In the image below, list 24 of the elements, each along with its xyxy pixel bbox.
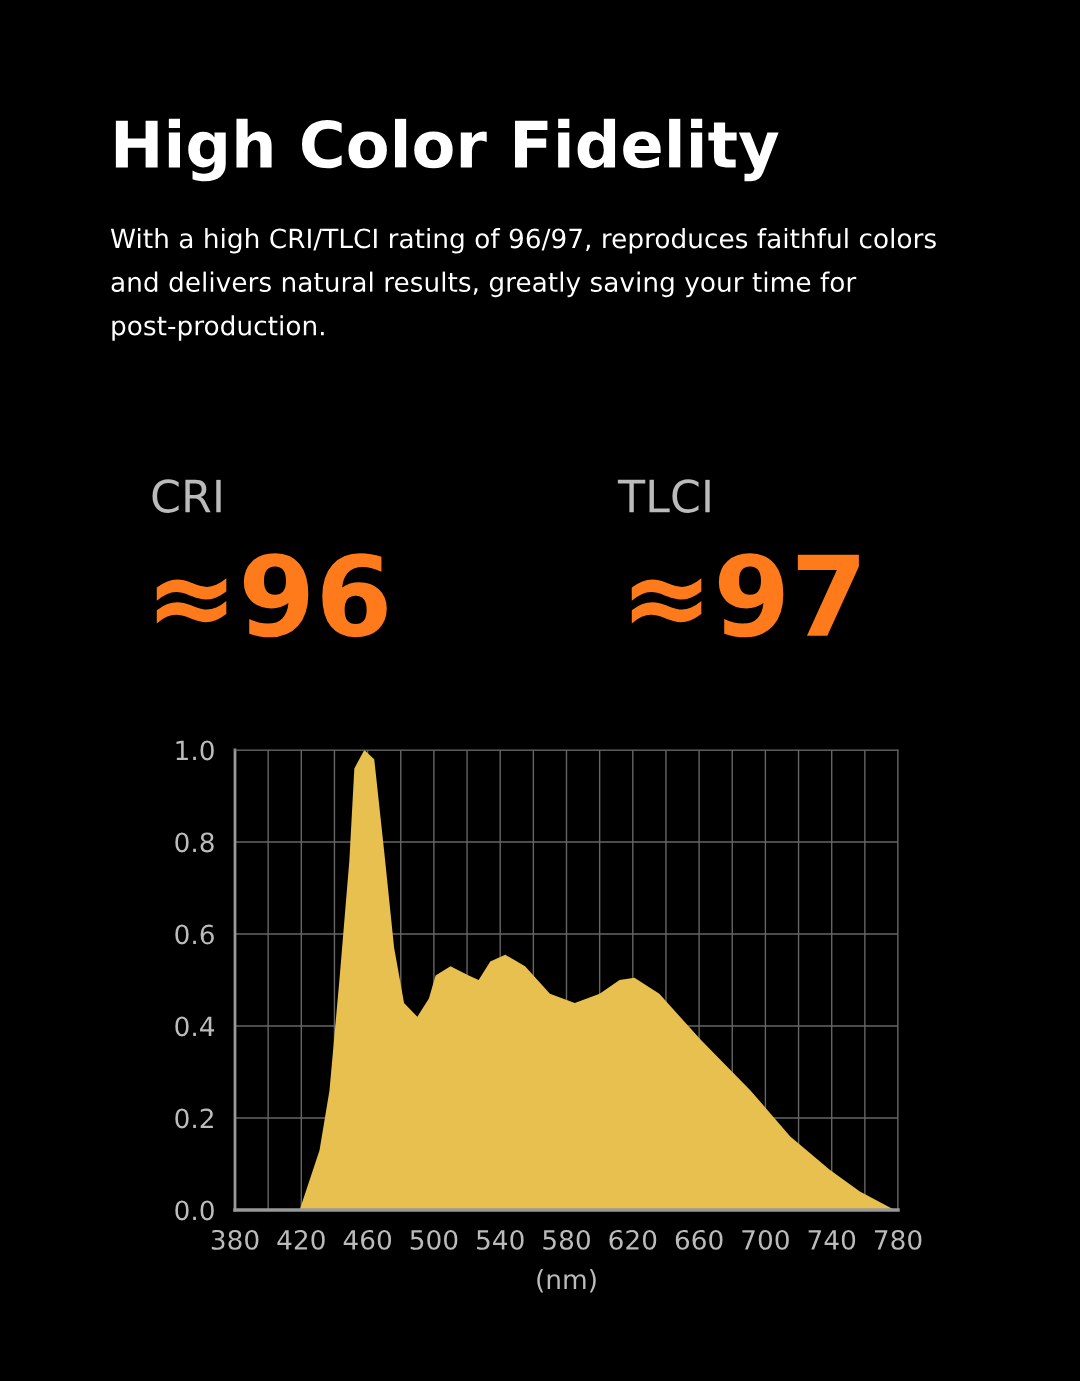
x-tick-label: 420 — [277, 1229, 325, 1250]
text: TLCI — [617, 479, 710, 513]
x-tick-label: 740 — [808, 1229, 856, 1250]
x-axis-title: (nm) — [537, 1268, 596, 1293]
text: CRI — [152, 479, 221, 513]
x-tick-label: 540 — [477, 1229, 524, 1250]
y-tick-label: 0.0 — [175, 1200, 214, 1221]
y-tick-label: 0.2 — [175, 1108, 213, 1129]
chart-subtitle: With a high CRI/TLCI rating of 96/97, reproduces faithful colors and delivers natural results, greatly saving your time for post-production. — [110, 228, 936, 341]
x-tick-label: 660 — [675, 1229, 723, 1250]
y-tick-label: 0.8 — [175, 832, 214, 853]
x-tick-label: 620 — [609, 1229, 657, 1250]
chart-title: High Color Fidelity — [115, 118, 779, 182]
x-tick-label: 460 — [343, 1229, 392, 1250]
x-tick-label: 700 — [742, 1229, 789, 1250]
y-tick-label: 1.0 — [176, 740, 214, 761]
y-tick-label: 0.4 — [175, 1016, 215, 1037]
x-tick-label: 780 — [874, 1229, 922, 1250]
y-tick-label: 0.6 — [175, 924, 214, 945]
text: ≈96 — [156, 553, 387, 638]
x-tick-label: 500 — [410, 1229, 458, 1250]
x-tick-label: 380 — [211, 1229, 259, 1250]
x-tick-label: 580 — [543, 1229, 590, 1250]
text: ≈97 — [631, 553, 859, 638]
